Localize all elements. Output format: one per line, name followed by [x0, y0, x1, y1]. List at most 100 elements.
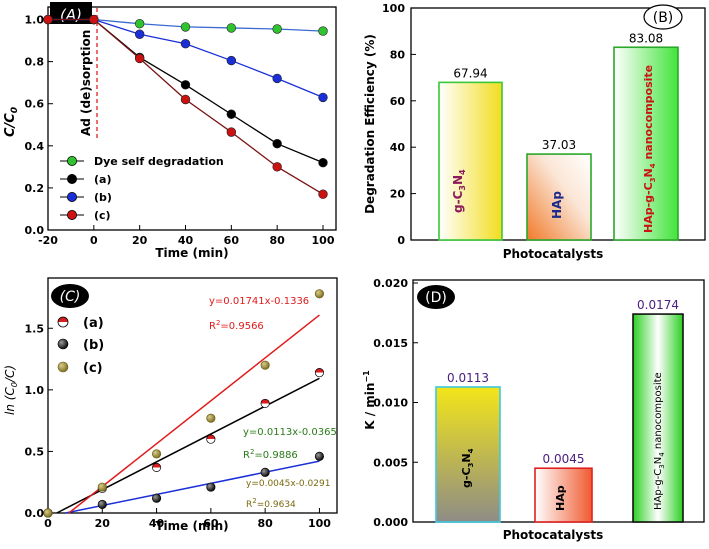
panel-c-ytick-label: 0.0 [25, 507, 45, 520]
panel-a-letter: (A) [60, 6, 82, 24]
panel-c-ytick-label: 1.0 [25, 384, 45, 397]
panel-c-ytick-label: 1.5 [25, 322, 45, 335]
panel-c-fit-line [56, 377, 320, 514]
panel-a-point [226, 23, 237, 33]
panel-c-badge [51, 284, 89, 308]
panel-a-point [134, 53, 145, 64]
fit-eq-a: y=0.0113x-0.0365 [243, 427, 337, 438]
panel-b-xlabel: Photocatalysts [503, 247, 604, 261]
panel-a-ytick-label: 0.8 [25, 56, 45, 69]
panel-a-point [272, 73, 282, 84]
panel-c-legend: (a) (b) (c) [57, 316, 104, 376]
panel-b-ytick-label: 0 [397, 234, 405, 247]
panel-a-point [134, 29, 145, 39]
panel-a-ytick-label: 0.0 [25, 224, 45, 237]
panel-c-xtick-label: 60 [203, 517, 219, 530]
panel-c-frame [47, 277, 338, 514]
panel-b-ylabel: Degradation Efficiency (%) [363, 34, 377, 214]
panel-c-ylabel: ln (C0/C) [3, 365, 19, 415]
panel-c-point [43, 508, 53, 518]
panel-c-point [97, 499, 107, 509]
panel-b-value-label: 37.03 [542, 138, 576, 152]
panel-b-ytick-label: 60 [390, 95, 406, 108]
panel-a-badge [50, 2, 92, 24]
panel-a-point [272, 162, 282, 172]
panel-a-point [272, 24, 282, 34]
legend-label-dye: Dye self degradation [94, 155, 224, 168]
panel-b-bar [613, 46, 679, 241]
legend-marker-a [67, 173, 78, 184]
panel-c-point [206, 413, 216, 423]
panel-b-value-label: 83.08 [629, 31, 663, 45]
panel-d-bar [435, 386, 501, 523]
panel-b-letter: (B) [653, 10, 674, 26]
panel-a-point [318, 92, 328, 103]
panel-d-letter: (D) [425, 290, 447, 306]
legend-marker-c-c [57, 361, 69, 373]
panel-a-point [318, 157, 328, 168]
panel-a-xlabel: Time (min) [155, 246, 228, 260]
panel-d-ytick-label: 0.000 [373, 516, 408, 529]
panel-d: (D) 0.000 0.005 0.010 0.015 0.020 0.0113 0.00… [362, 277, 705, 542]
panel-c-xtick-label: 0 [44, 517, 52, 530]
panel-c-xtick-label: 20 [95, 517, 111, 530]
legend-marker-c-a [57, 316, 69, 328]
panel-c-fit-line [65, 460, 320, 514]
panel-a-point [134, 19, 145, 29]
panel-c-axes: 0 20 40 60 80 100 0.0 0.5 1.0 1.5 [25, 322, 332, 530]
panel-a-point [272, 139, 282, 149]
bar-d-label-composite: HAp-g-C3N4 nanocomposite [653, 372, 666, 510]
panel-a-ytick-label: 0.6 [25, 98, 45, 111]
panel-a-plot [43, 14, 328, 199]
panel-c-point [152, 493, 162, 503]
panel-a-point [43, 14, 53, 25]
panel-a-xtick-label: -20 [38, 234, 58, 247]
panel-c-point [260, 398, 270, 408]
panel-d-ytick-label: 0.005 [373, 456, 408, 469]
legend-label-c-b: (b) [83, 338, 104, 353]
panel-c-letter: (C) [60, 289, 81, 305]
panel-d-bar [534, 467, 593, 523]
legend-label-a: (a) [94, 173, 111, 186]
panel-a-xtick-label: 20 [132, 234, 148, 247]
panel-d-xlabel: Photocatalysts [503, 528, 604, 542]
panel-c-xtick-label: 80 [257, 517, 273, 530]
panel-d-ytick-label: 0.010 [373, 397, 408, 410]
panel-d-value-label: 0.0174 [637, 298, 679, 312]
panel-d-ylabel: K / min−1 [362, 370, 377, 430]
legend-label-c: (c) [94, 209, 111, 222]
legend-marker-c-b [57, 338, 69, 350]
panel-a-point [318, 189, 328, 199]
panel-c-point [206, 434, 216, 444]
panel-a-xtick-label: 60 [224, 234, 240, 247]
panel-c-point [97, 482, 107, 492]
panel-c-xtick-label: 100 [308, 517, 331, 530]
bar-b-label-composite: HAp-g-C3N4 nanocomposite [642, 65, 657, 233]
legend-marker-c [67, 209, 78, 220]
panel-a-xtick-label: 0 [90, 234, 98, 247]
panel-c-point [314, 289, 324, 299]
panel-b-axes: 0 20 40 60 80 100 [382, 2, 416, 247]
legend-label-c-c: (c) [83, 361, 103, 376]
bar-d-label-gcn: g-C3N4 [460, 448, 475, 488]
panel-b-value-label: 67.94 [453, 66, 487, 80]
panel-a-xtick-label: 80 [270, 234, 286, 247]
panel-c-point [206, 482, 216, 492]
panel-b-plot: 67.94 37.03 83.08 [438, 31, 679, 241]
panel-c-xtick-label: 40 [149, 517, 165, 530]
panel-a-xtick-label: 40 [178, 234, 194, 247]
panel-a-xtick-label: 100 [312, 234, 335, 247]
panel-c-point [314, 368, 324, 378]
panel-a-point [226, 109, 237, 119]
panel-c-point [260, 467, 270, 477]
panel-b-ytick-label: 40 [390, 141, 406, 154]
panel-a-frame [47, 6, 337, 231]
panel-d-axes: 0.000 0.005 0.010 0.015 0.020 [373, 277, 418, 529]
panel-b-ytick-label: 100 [382, 2, 405, 15]
panel-a-point [318, 26, 328, 36]
legend-marker-dye [67, 155, 78, 166]
legend-label-b: (b) [94, 191, 112, 204]
panel-b-ytick-label: 80 [390, 48, 406, 61]
panel-b-badge [643, 4, 683, 30]
